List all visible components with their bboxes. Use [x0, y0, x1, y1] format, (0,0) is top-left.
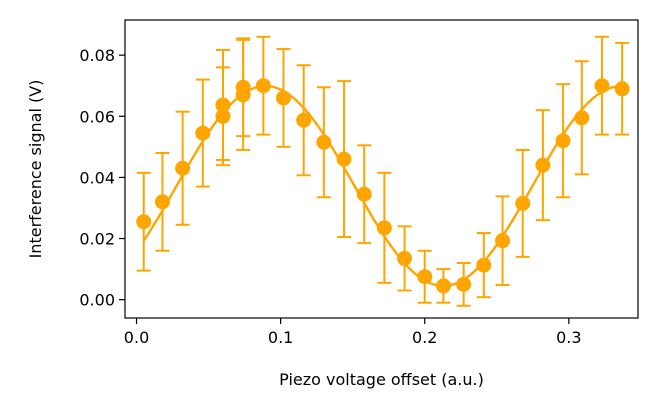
x-tick-label: 0.1: [268, 328, 293, 347]
data-point: [255, 78, 271, 94]
data-point: [195, 125, 211, 141]
x-axis-label: Piezo voltage offset (a.u.): [279, 370, 484, 389]
data-point: [336, 151, 352, 167]
data-point: [417, 269, 433, 285]
data-point: [495, 233, 511, 249]
data-point: [614, 81, 630, 97]
data-point-layer: [136, 78, 630, 294]
data-point: [555, 133, 571, 149]
data-point: [594, 78, 610, 94]
y-tick-label: 0.04: [79, 168, 115, 187]
data-point: [535, 157, 551, 173]
data-point: [136, 214, 152, 230]
y-tick-label: 0.00: [79, 291, 115, 310]
data-point: [215, 97, 231, 113]
data-point: [515, 195, 531, 211]
data-point: [397, 250, 413, 266]
data-point: [476, 257, 492, 273]
data-point: [574, 110, 590, 126]
data-point: [316, 134, 332, 150]
data-point: [376, 220, 392, 236]
tick-layer: 0.0 0.1 0.2 0.3 0.00 0.02 0.04 0.06 0.08: [79, 46, 581, 347]
data-point: [175, 160, 191, 176]
error-bar-layer: [136, 35, 630, 307]
data-point: [356, 186, 372, 202]
x-tick-label: 0.3: [556, 328, 581, 347]
fit-curve-layer: [142, 84, 623, 288]
data-point: [456, 276, 472, 292]
data-point: [235, 79, 251, 95]
x-tick-label: 0.2: [412, 328, 437, 347]
data-point: [435, 278, 451, 294]
data-point: [296, 112, 312, 128]
data-point: [154, 194, 170, 210]
y-axis-label: Interference signal (V): [26, 80, 45, 259]
y-tick-label: 0.02: [79, 230, 115, 249]
data-point: [215, 108, 231, 124]
fit-curve: [142, 84, 623, 288]
y-tick-label: 0.06: [79, 107, 115, 126]
plot-frame: [124, 19, 639, 319]
x-tick-label: 0.0: [124, 328, 149, 347]
data-point: [276, 90, 292, 106]
y-tick-label: 0.08: [79, 46, 115, 65]
